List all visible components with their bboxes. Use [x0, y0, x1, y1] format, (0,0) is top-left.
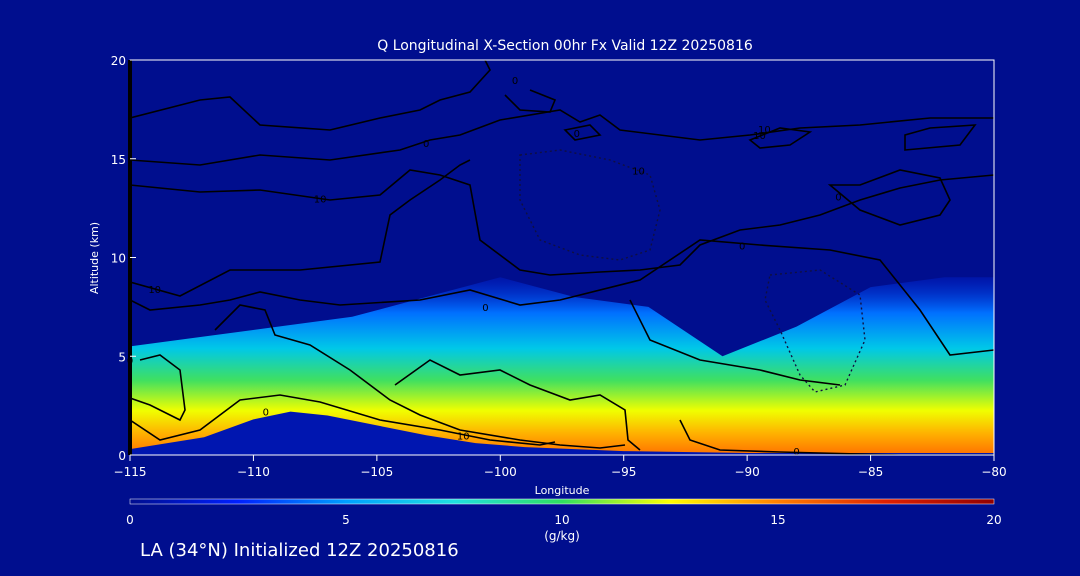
- x-tick-label: −85: [858, 465, 883, 479]
- contour-label: 0: [512, 76, 518, 87]
- y-tick-label: 20: [111, 54, 126, 68]
- colorbar: [129, 498, 995, 505]
- contour-label: 0: [423, 139, 429, 150]
- contour-line: [563, 124, 602, 141]
- colorbar-tick-label: 0: [126, 513, 134, 527]
- contour-label: 10: [753, 131, 766, 142]
- contour-line: [504, 89, 557, 113]
- dashed-contours: [519, 149, 866, 393]
- x-tick-label: −115: [114, 465, 147, 479]
- contour-label: 10: [314, 194, 327, 205]
- contour-line: [130, 394, 556, 446]
- contour-label: 0: [793, 447, 799, 458]
- colorbar-tick-label: 20: [986, 513, 1001, 527]
- footer-label: LA (34°N) Initialized 12Z 20250816: [140, 540, 459, 561]
- contour-line: [394, 359, 641, 451]
- y-axis-ticks: 0 5 10 15 20: [111, 54, 136, 463]
- contour-line: [904, 124, 977, 151]
- x-axis-ticks: −115 −110 −105 −100 −95 −90 −85 −80: [114, 455, 1007, 479]
- contour-label: 10: [632, 167, 645, 178]
- colorbar-unit: (g/kg): [544, 529, 580, 543]
- chart-title: Q Longitudinal X-Section 00hr Fx Valid 1…: [377, 38, 753, 54]
- y-tick-label: 5: [118, 350, 126, 364]
- colorbar-tick-label: 5: [342, 513, 350, 527]
- contour-line: [130, 60, 491, 131]
- contour-label: 0: [739, 242, 745, 253]
- contour-label: 0: [263, 408, 269, 419]
- colorbar-tick-label: 10: [554, 513, 569, 527]
- y-tick-label: 0: [118, 449, 126, 463]
- x-axis-label: Longitude: [535, 484, 590, 497]
- colorbar-ticks: 0 5 10 15 20: [126, 513, 1001, 527]
- x-tick-label: −80: [981, 465, 1006, 479]
- contour-lines: [130, 60, 994, 455]
- x-tick-label: −105: [360, 465, 393, 479]
- contour-line: [629, 299, 841, 386]
- contour-label: 0: [574, 129, 580, 140]
- dashed-contour: [519, 149, 661, 261]
- x-tick-label: −95: [611, 465, 636, 479]
- y-tick-label: 10: [111, 252, 126, 266]
- x-tick-label: −110: [237, 465, 270, 479]
- contour-line: [748, 127, 813, 149]
- terrain: [130, 411, 994, 455]
- contour-label: 0: [835, 192, 841, 203]
- contour-label: 10: [457, 431, 470, 442]
- contour-line: [130, 354, 186, 422]
- x-tick-label: −100: [484, 465, 517, 479]
- colorbar-tick-label: 15: [770, 513, 785, 527]
- dashed-contour: [764, 269, 866, 393]
- contour-line: [679, 419, 994, 455]
- y-tick-label: 15: [111, 153, 126, 167]
- contour-label: 10: [148, 285, 161, 296]
- y-axis-label: Altitude (km): [88, 222, 101, 294]
- contour-line: [827, 169, 951, 226]
- contour-label: 10: [758, 125, 771, 136]
- contour-line: [130, 239, 994, 356]
- contour-line: [130, 109, 994, 166]
- x-tick-label: −90: [734, 465, 759, 479]
- contour-line: [214, 304, 626, 449]
- contour-label: 0: [482, 303, 488, 314]
- contour-line: [130, 169, 994, 276]
- contour-line: [130, 159, 471, 297]
